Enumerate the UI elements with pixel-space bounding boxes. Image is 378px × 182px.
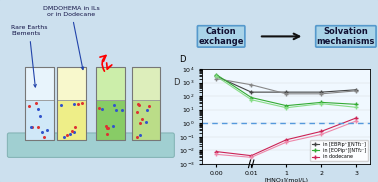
FancyBboxPatch shape — [132, 67, 160, 100]
FancyBboxPatch shape — [132, 100, 160, 140]
FancyBboxPatch shape — [7, 133, 174, 157]
Legend: in [EBPip⁺][NTf₂⁻], in [EOPip⁺][NTf₂⁻], in dodecane: in [EBPip⁺][NTf₂⁻], in [EOPip⁺][NTf₂⁻], … — [310, 140, 368, 161]
Text: Cation
exchange: Cation exchange — [198, 27, 244, 46]
X-axis label: [HNO₃](mol/L): [HNO₃](mol/L) — [264, 178, 308, 182]
FancyBboxPatch shape — [25, 67, 54, 100]
FancyBboxPatch shape — [25, 100, 54, 140]
Text: D: D — [173, 78, 179, 87]
FancyBboxPatch shape — [96, 100, 125, 140]
FancyBboxPatch shape — [96, 67, 125, 100]
Y-axis label: D: D — [179, 56, 185, 64]
Text: Rare Earths
Elements: Rare Earths Elements — [11, 25, 47, 87]
FancyBboxPatch shape — [57, 100, 85, 140]
Text: DMDOHEMA in ILs
or in Dodecane: DMDOHEMA in ILs or in Dodecane — [43, 6, 100, 70]
FancyBboxPatch shape — [57, 67, 85, 100]
Text: Solvation
mechanisms: Solvation mechanisms — [317, 27, 375, 46]
